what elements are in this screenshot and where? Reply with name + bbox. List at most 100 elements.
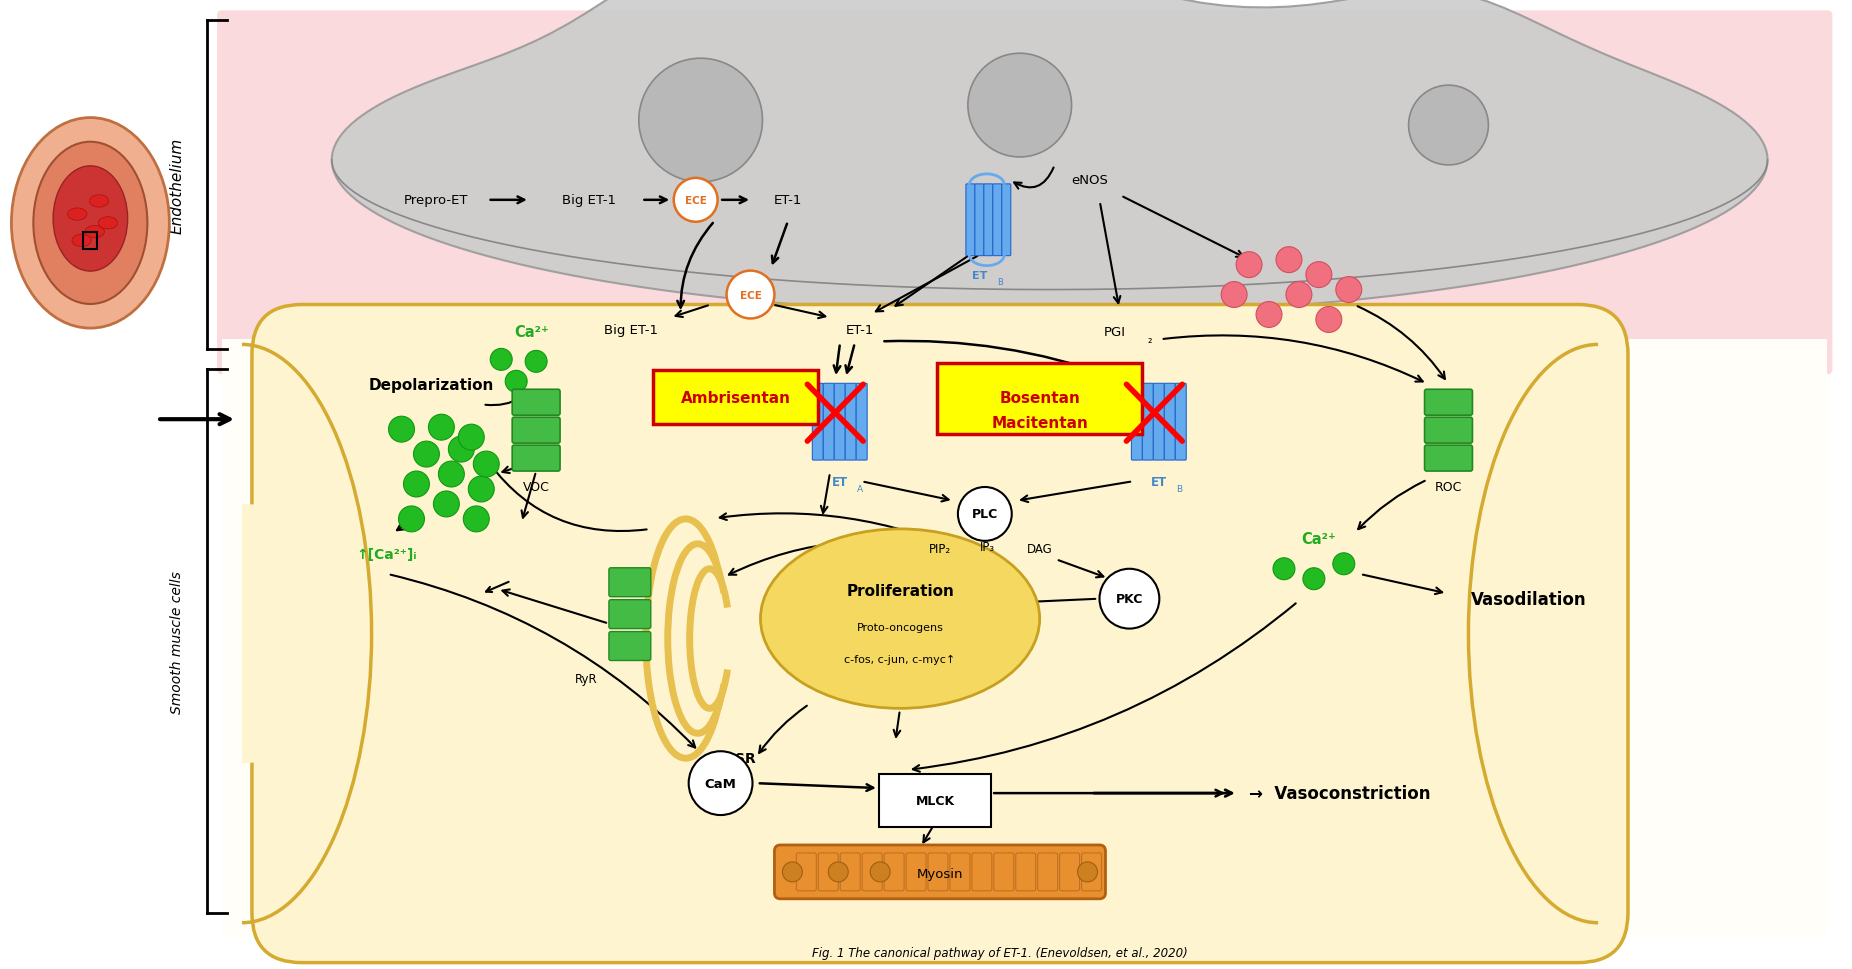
Circle shape [1220, 282, 1246, 308]
Text: PKC: PKC [1115, 593, 1143, 606]
FancyBboxPatch shape [1002, 185, 1011, 257]
FancyBboxPatch shape [1082, 853, 1102, 891]
Circle shape [433, 491, 459, 517]
FancyBboxPatch shape [1059, 853, 1080, 891]
Text: ET-1: ET-1 [846, 324, 874, 336]
FancyBboxPatch shape [1165, 384, 1176, 460]
Text: VOC: VOC [522, 481, 550, 494]
FancyBboxPatch shape [883, 853, 904, 891]
Text: SR: SR [735, 751, 756, 766]
FancyBboxPatch shape [609, 632, 650, 661]
Text: ET: ET [972, 270, 987, 280]
Circle shape [1335, 277, 1361, 303]
Ellipse shape [761, 529, 1039, 708]
Text: Vasodilation: Vasodilation [1470, 590, 1585, 608]
FancyBboxPatch shape [609, 600, 650, 629]
FancyBboxPatch shape [1176, 384, 1187, 460]
FancyBboxPatch shape [1132, 384, 1143, 460]
FancyBboxPatch shape [833, 384, 845, 460]
Circle shape [1276, 247, 1302, 273]
Circle shape [469, 477, 494, 503]
FancyBboxPatch shape [1424, 418, 1472, 444]
Text: Proliferation: Proliferation [846, 583, 954, 599]
Wedge shape [243, 505, 372, 764]
Circle shape [782, 862, 802, 882]
FancyBboxPatch shape [819, 853, 839, 891]
Text: c-fos, c-jun, c-myc↑: c-fos, c-jun, c-myc↑ [845, 654, 956, 664]
FancyBboxPatch shape [841, 853, 859, 891]
FancyBboxPatch shape [937, 364, 1143, 435]
Text: ECE: ECE [685, 196, 707, 205]
FancyBboxPatch shape [1424, 390, 1472, 416]
Circle shape [1409, 86, 1489, 166]
Text: B: B [996, 278, 1002, 287]
Text: Prepro-ET: Prepro-ET [404, 194, 469, 207]
Text: Big ET-1: Big ET-1 [604, 324, 657, 336]
Circle shape [1256, 302, 1282, 328]
Circle shape [428, 415, 454, 441]
Text: Smooth muscle cells: Smooth muscle cells [170, 571, 183, 713]
Text: Fig. 1 The canonical pathway of ET-1. (Enevoldsen, et al., 2020): Fig. 1 The canonical pathway of ET-1. (E… [811, 946, 1187, 959]
Circle shape [1306, 263, 1332, 288]
FancyBboxPatch shape [845, 384, 856, 460]
Wedge shape [1469, 505, 1598, 764]
Circle shape [506, 371, 528, 392]
Text: RyR: RyR [574, 672, 598, 685]
FancyBboxPatch shape [217, 12, 1832, 375]
Text: ₂: ₂ [1146, 335, 1152, 345]
Circle shape [463, 507, 489, 532]
Circle shape [1333, 553, 1356, 576]
FancyBboxPatch shape [513, 446, 559, 472]
Text: Ca²⁺: Ca²⁺ [1302, 532, 1337, 547]
Circle shape [526, 351, 546, 373]
Text: Big ET-1: Big ET-1 [561, 194, 617, 207]
Circle shape [457, 424, 483, 451]
FancyBboxPatch shape [1424, 446, 1472, 472]
FancyBboxPatch shape [974, 185, 983, 257]
Text: MLCK: MLCK [915, 794, 954, 807]
Text: Proto-oncogens: Proto-oncogens [857, 622, 943, 632]
Text: Endothelium: Endothelium [170, 138, 185, 234]
FancyBboxPatch shape [878, 774, 991, 827]
Text: PLC: PLC [972, 508, 998, 521]
Circle shape [439, 461, 465, 487]
FancyBboxPatch shape [928, 853, 948, 891]
Circle shape [448, 437, 474, 462]
Circle shape [413, 442, 439, 468]
Circle shape [639, 59, 763, 183]
Circle shape [1235, 252, 1261, 278]
Circle shape [957, 487, 1011, 542]
FancyBboxPatch shape [652, 371, 819, 424]
Text: Depolarization: Depolarization [369, 377, 494, 392]
FancyBboxPatch shape [950, 853, 970, 891]
FancyBboxPatch shape [972, 853, 993, 891]
FancyBboxPatch shape [983, 185, 993, 257]
Text: NO: NO [1287, 288, 1311, 302]
FancyBboxPatch shape [1015, 853, 1035, 891]
Text: ET: ET [832, 475, 848, 488]
Text: ET: ET [1152, 475, 1167, 488]
Text: ET-1: ET-1 [774, 194, 802, 207]
FancyBboxPatch shape [513, 390, 559, 416]
FancyBboxPatch shape [824, 384, 833, 460]
FancyBboxPatch shape [252, 305, 1628, 962]
FancyBboxPatch shape [993, 185, 1002, 257]
Circle shape [1100, 569, 1159, 629]
FancyBboxPatch shape [774, 845, 1106, 899]
Text: A: A [857, 485, 863, 494]
Bar [222, 340, 1828, 938]
Text: ↑[Ca²⁺]ᵢ: ↑[Ca²⁺]ᵢ [356, 547, 417, 561]
Circle shape [389, 417, 415, 443]
Text: eNOS: eNOS [1070, 174, 1107, 187]
Circle shape [404, 472, 430, 497]
FancyBboxPatch shape [995, 853, 1013, 891]
PathPatch shape [332, 0, 1767, 315]
FancyBboxPatch shape [863, 853, 882, 891]
Text: Myosin: Myosin [917, 867, 963, 881]
FancyBboxPatch shape [1037, 853, 1057, 891]
Circle shape [1272, 558, 1295, 580]
Text: CaM: CaM [704, 777, 737, 790]
Circle shape [689, 751, 752, 815]
Circle shape [398, 507, 424, 532]
Circle shape [674, 178, 717, 223]
